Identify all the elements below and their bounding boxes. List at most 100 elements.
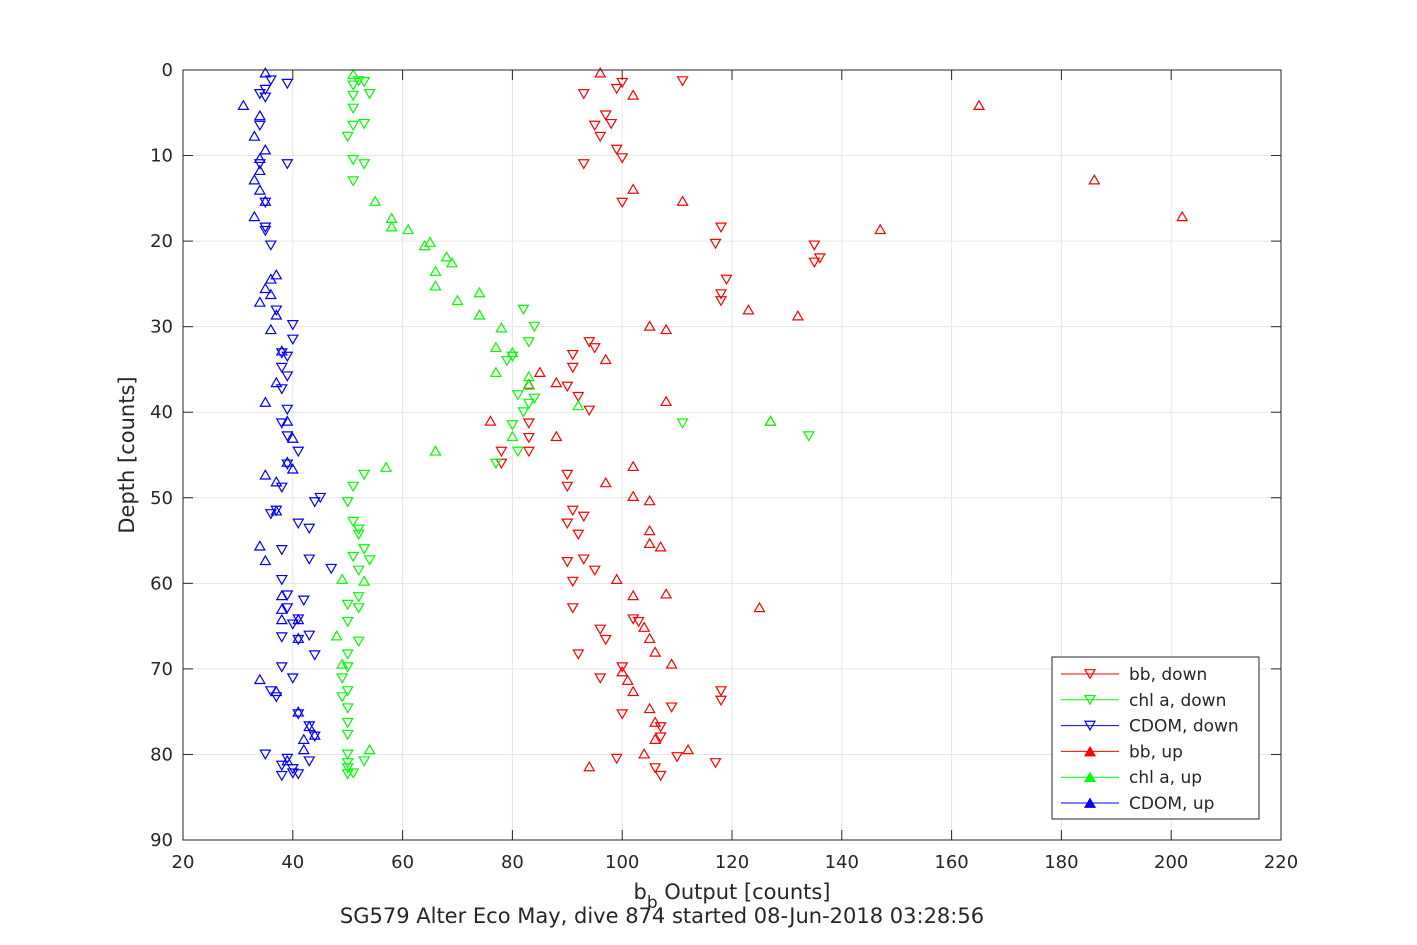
y-tick-label: 0	[162, 60, 173, 81]
data-point	[495, 321, 508, 333]
data-point	[528, 393, 541, 405]
data-point	[561, 557, 574, 568]
data-point	[314, 492, 327, 504]
data-point	[649, 733, 662, 744]
x-axis-label-rest: Output [counts]	[658, 880, 831, 904]
data-point	[292, 446, 305, 458]
data-point	[632, 616, 645, 628]
data-point	[347, 154, 360, 166]
y-tick-label: 90	[150, 830, 173, 851]
series-cdom-up	[237, 67, 321, 766]
data-point	[264, 273, 277, 284]
data-point	[275, 589, 288, 601]
legend-marker	[1083, 694, 1097, 706]
data-point	[561, 481, 574, 493]
data-point	[489, 341, 502, 353]
data-point	[424, 236, 437, 247]
data-point	[259, 554, 272, 566]
data-point	[561, 518, 574, 529]
legend-label: CDOM, up	[1129, 794, 1214, 814]
data-point	[714, 289, 728, 300]
data-point	[358, 575, 371, 586]
data-point	[522, 446, 535, 458]
data-point	[292, 518, 305, 529]
data-point	[709, 758, 722, 769]
data-point	[341, 686, 354, 697]
data-point	[358, 756, 371, 767]
data-markers	[237, 67, 1189, 782]
data-point	[259, 195, 272, 206]
data-point	[566, 349, 579, 361]
data-point	[583, 760, 596, 772]
y-tick-label: 20	[150, 231, 173, 252]
data-point	[275, 482, 288, 494]
data-point	[802, 431, 815, 442]
data-point	[325, 563, 338, 575]
data-point	[445, 256, 459, 268]
data-point	[429, 280, 442, 291]
series-bb-down	[495, 76, 826, 782]
data-point	[621, 674, 634, 685]
x-tick-label: 160	[934, 852, 968, 873]
data-point	[643, 494, 656, 506]
data-point	[742, 304, 755, 315]
series-cdom-down	[253, 75, 338, 782]
data-point	[654, 732, 667, 743]
data-point	[385, 221, 398, 232]
data-point	[341, 649, 354, 660]
data-point	[347, 90, 360, 102]
data-point	[264, 323, 277, 335]
data-point	[264, 509, 277, 520]
data-point	[358, 118, 371, 130]
data-point	[808, 257, 821, 269]
x-tick-label: 140	[825, 852, 859, 873]
data-point	[286, 463, 299, 474]
data-point	[275, 348, 288, 359]
data-point	[566, 362, 579, 374]
data-point	[275, 362, 288, 374]
legend-label: chl a, down	[1129, 691, 1226, 711]
data-point	[259, 396, 272, 407]
data-point	[286, 619, 299, 630]
data-point	[660, 588, 673, 599]
data-point	[764, 415, 777, 426]
data-point	[358, 469, 371, 481]
y-tick-label: 60	[150, 573, 173, 594]
data-point	[292, 709, 305, 720]
data-point	[286, 432, 299, 443]
y-axis-label: Depth [counts]	[115, 376, 139, 533]
data-point	[270, 305, 283, 316]
data-point	[643, 537, 656, 549]
data-point	[292, 632, 305, 644]
x-axis-ticks: 20 40 60 80 100 120 140 160 180 200 220	[172, 70, 1298, 873]
data-point	[654, 770, 667, 782]
data-point	[292, 706, 305, 717]
data-point	[665, 658, 678, 669]
data-point	[506, 420, 519, 431]
data-point	[380, 461, 393, 472]
data-point	[660, 323, 673, 335]
legend-marker	[1083, 771, 1097, 783]
legend-box	[1051, 656, 1260, 820]
data-point	[506, 430, 519, 442]
data-point	[308, 729, 321, 740]
data-point	[275, 384, 288, 395]
data-point	[610, 573, 623, 584]
data-point	[495, 446, 508, 458]
data-point	[714, 222, 728, 233]
data-point	[418, 239, 431, 251]
x-tick-label: 220	[1264, 852, 1298, 873]
y-tick-label: 50	[150, 488, 173, 509]
data-point	[616, 153, 629, 164]
data-point	[599, 110, 612, 121]
data-point	[253, 540, 266, 551]
data-point	[627, 589, 640, 601]
data-point	[253, 159, 266, 170]
data-point	[341, 616, 354, 628]
data-point	[660, 395, 673, 407]
data-point	[594, 67, 607, 78]
data-point	[714, 296, 728, 307]
data-point	[572, 649, 585, 660]
data-point	[550, 430, 563, 442]
data-point	[248, 173, 261, 185]
